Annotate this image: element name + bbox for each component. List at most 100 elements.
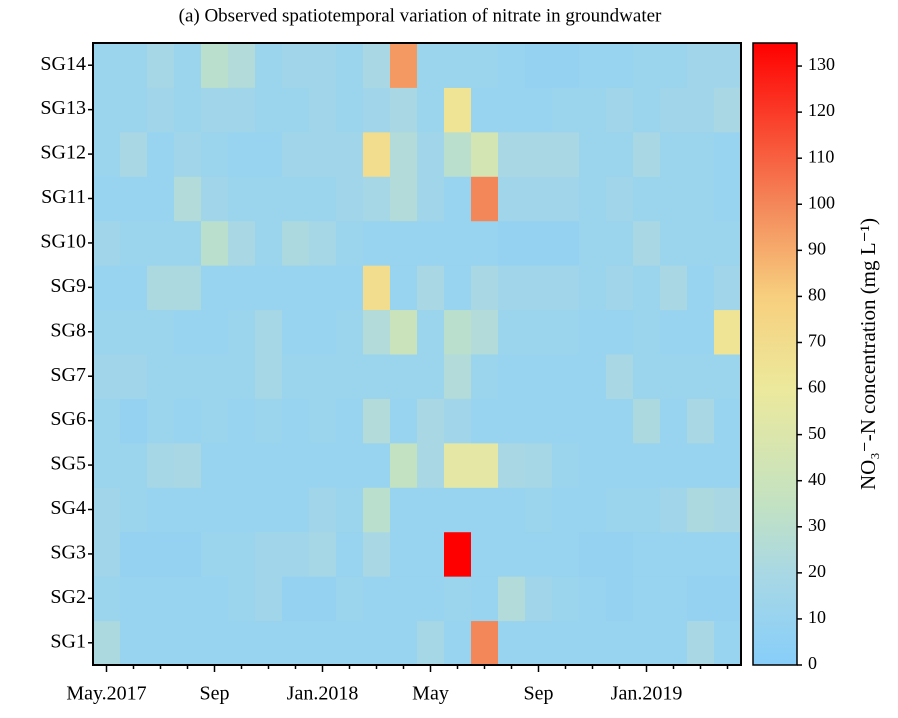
- heat-cell: [255, 354, 283, 399]
- heat-cell: [336, 398, 364, 444]
- heat-cell: [147, 220, 175, 266]
- heat-cell: [390, 176, 418, 222]
- heat-cell: [201, 43, 229, 88]
- heat-cell: [660, 309, 688, 355]
- heat-cell: [687, 620, 715, 666]
- heat-cell: [444, 576, 472, 622]
- heat-cell: [390, 87, 418, 133]
- heat-cell: [525, 176, 553, 222]
- heat-cell: [363, 442, 391, 488]
- heat-cell: [390, 576, 418, 622]
- heat-cell: [174, 531, 202, 577]
- heat-cell: [255, 131, 283, 177]
- heat-cell: [606, 487, 634, 533]
- colorbar-tick-label: 60: [808, 377, 826, 397]
- heat-cell: [255, 176, 283, 222]
- x-tick-label: Sep: [200, 683, 230, 705]
- heat-cell: [390, 131, 418, 177]
- heat-cell: [471, 131, 499, 177]
- heat-cell: [309, 531, 337, 577]
- heat-cell: [390, 531, 418, 577]
- heat-cell: [498, 576, 526, 622]
- heat-cell: [93, 620, 121, 666]
- heat-cell: [309, 309, 337, 355]
- heat-cell: [687, 87, 715, 133]
- heat-cell: [471, 265, 499, 311]
- heat-cell: [363, 576, 391, 622]
- heat-cell: [390, 354, 418, 399]
- heat-cell: [309, 620, 337, 666]
- heat-cell: [147, 620, 175, 666]
- heat-cell: [552, 576, 580, 622]
- heat-cell: [417, 620, 445, 666]
- heat-cell: [579, 43, 607, 88]
- heat-cell: [606, 220, 634, 266]
- heat-cell: [606, 398, 634, 444]
- heat-cell: [714, 354, 742, 399]
- heat-cell: [498, 43, 526, 88]
- heat-cell: [390, 620, 418, 666]
- heat-cell: [606, 43, 634, 88]
- heat-cell: [390, 398, 418, 444]
- heat-cell: [147, 531, 175, 577]
- heat-cell: [282, 620, 310, 666]
- heat-cell: [363, 487, 391, 533]
- colorbar-tick-label: 10: [808, 607, 826, 627]
- heat-cell: [660, 398, 688, 444]
- heat-cell: [174, 442, 202, 488]
- heat-cell: [714, 576, 742, 622]
- heat-cell: [444, 87, 472, 133]
- heat-cell: [201, 131, 229, 177]
- heat-cell: [174, 309, 202, 355]
- heat-cell: [228, 487, 256, 533]
- y-tick-label: SG12: [40, 142, 86, 164]
- heat-cell: [147, 176, 175, 222]
- y-tick-label: SG2: [50, 586, 86, 608]
- colorbar-label: NO₃⁻-N concentration (mg L⁻¹): [856, 218, 880, 490]
- heat-cell: [255, 265, 283, 311]
- heat-cell: [120, 354, 148, 399]
- heat-cell: [174, 487, 202, 533]
- heat-cell: [498, 131, 526, 177]
- heat-cell: [687, 43, 715, 88]
- heat-cell: [228, 220, 256, 266]
- heat-cell: [471, 176, 499, 222]
- x-tick-label: May.2017: [66, 683, 146, 705]
- heat-cell: [336, 87, 364, 133]
- heat-cell: [336, 43, 364, 88]
- heat-cell: [147, 87, 175, 133]
- y-tick-label: SG10: [40, 231, 86, 253]
- heat-cell: [417, 354, 445, 399]
- heat-cell: [228, 531, 256, 577]
- heat-cell: [147, 265, 175, 311]
- heat-cell: [714, 531, 742, 577]
- heat-cell: [606, 620, 634, 666]
- y-tick-label: SG14: [40, 53, 86, 75]
- heat-cell: [390, 309, 418, 355]
- heat-cell: [552, 265, 580, 311]
- heat-cell: [633, 309, 661, 355]
- heat-cell: [228, 309, 256, 355]
- heat-cell: [282, 398, 310, 444]
- heat-cell: [471, 487, 499, 533]
- heat-cell: [417, 87, 445, 133]
- heat-cell: [363, 354, 391, 399]
- colorbar-tick-label: 110: [808, 146, 834, 166]
- heat-cell: [120, 531, 148, 577]
- y-tick-label: SG7: [50, 364, 86, 386]
- heat-cell: [471, 220, 499, 266]
- heat-cell: [174, 576, 202, 622]
- x-tick-label: Jan.2018: [287, 683, 359, 705]
- heat-cell: [498, 309, 526, 355]
- heat-cell: [174, 265, 202, 311]
- heat-cell: [498, 265, 526, 311]
- heat-cell: [633, 576, 661, 622]
- heat-cell: [282, 442, 310, 488]
- heat-cell: [660, 487, 688, 533]
- heat-cell: [552, 87, 580, 133]
- heat-cell: [147, 442, 175, 488]
- heat-cell: [93, 487, 121, 533]
- heat-cell: [336, 487, 364, 533]
- heat-cell: [417, 309, 445, 355]
